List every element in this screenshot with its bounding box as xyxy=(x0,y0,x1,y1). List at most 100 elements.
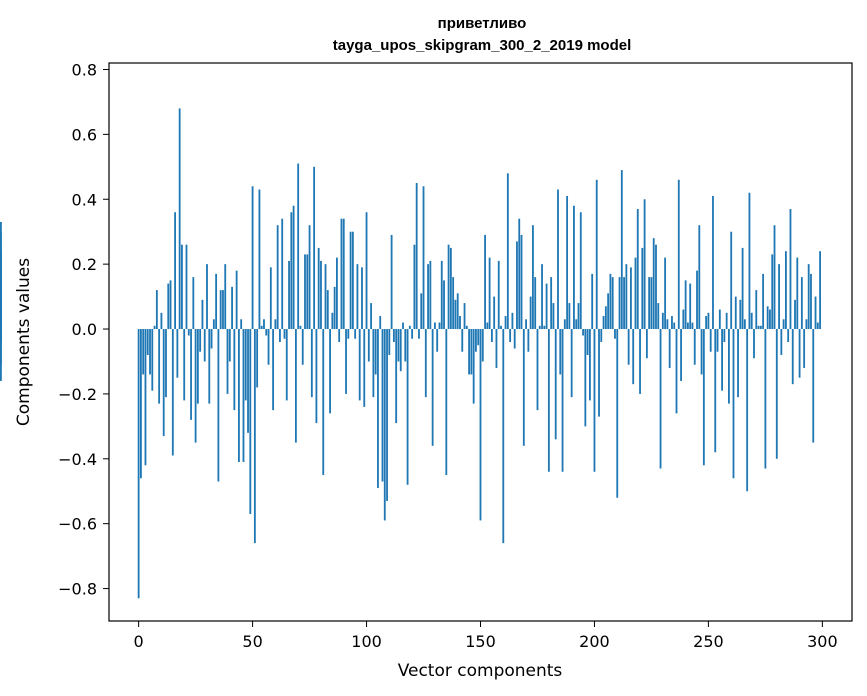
bar-234 xyxy=(671,316,673,330)
bar-147 xyxy=(472,329,475,404)
bar-264 xyxy=(739,299,742,330)
bar-157 xyxy=(495,329,498,368)
bar-194 xyxy=(579,212,582,330)
bar-261 xyxy=(732,329,735,479)
bar-121 xyxy=(413,244,416,330)
bar-244 xyxy=(693,329,696,365)
bar-164 xyxy=(511,312,514,330)
x-axis-label: Vector components xyxy=(398,661,563,681)
x-tick-label: 0 xyxy=(134,632,144,651)
bar-111 xyxy=(390,234,393,330)
bar-32 xyxy=(210,329,213,349)
bar-94 xyxy=(351,231,354,330)
bar-250 xyxy=(707,312,710,330)
bar-284 xyxy=(784,251,787,330)
bar-2 xyxy=(142,329,145,375)
bar-187 xyxy=(563,319,566,330)
bar-221 xyxy=(641,247,644,330)
bar-185 xyxy=(559,329,562,375)
bar-136 xyxy=(447,244,450,330)
bar-130 xyxy=(434,322,436,330)
bar-163 xyxy=(509,329,512,342)
bar-251 xyxy=(709,329,712,352)
bar-90 xyxy=(342,218,345,330)
bar-162 xyxy=(506,173,509,330)
bar-99 xyxy=(363,329,366,407)
bar-271 xyxy=(755,290,758,330)
bar-64 xyxy=(283,329,286,339)
bar-39 xyxy=(226,329,229,394)
chart-subtitle: tayga_upos_skipgram_300_2_2019 model xyxy=(333,37,632,54)
bar-230 xyxy=(661,312,664,330)
y-tick-label: −0.8 xyxy=(58,580,97,599)
bar-279 xyxy=(773,225,776,330)
bar-27 xyxy=(199,329,202,352)
bar-118 xyxy=(406,329,409,485)
bar-259 xyxy=(728,329,730,404)
bar-213 xyxy=(623,277,625,330)
bar-270 xyxy=(753,329,755,359)
bar-126 xyxy=(424,329,427,398)
y-tick-label: 0.4 xyxy=(72,190,97,209)
bar-114 xyxy=(397,329,400,362)
bar-260 xyxy=(730,231,733,330)
y-tick-label: −0.4 xyxy=(58,450,97,469)
bar-74 xyxy=(306,254,309,330)
bar-176 xyxy=(538,325,541,330)
bar-214 xyxy=(625,264,628,330)
bar-151 xyxy=(481,329,484,362)
bar-79 xyxy=(317,247,320,330)
bar-106 xyxy=(379,316,382,330)
bar-76 xyxy=(310,329,313,398)
bar-49 xyxy=(249,329,252,514)
bar-198 xyxy=(588,329,591,401)
bar-177 xyxy=(541,264,543,330)
y-tick-label: 0.8 xyxy=(72,60,97,79)
bar-88 xyxy=(338,329,341,342)
bar-127 xyxy=(427,264,429,330)
bar-119 xyxy=(408,325,411,330)
bar-undefined xyxy=(0,329,2,381)
bar-5 xyxy=(149,329,151,375)
bar-122 xyxy=(415,183,418,330)
bar-57 xyxy=(267,329,270,365)
bar-242 xyxy=(689,283,692,330)
bar-142 xyxy=(461,329,464,352)
bar-6 xyxy=(151,329,154,391)
bar-117 xyxy=(404,329,407,362)
bar-199 xyxy=(591,273,594,330)
bar-153 xyxy=(486,322,489,330)
bar-160 xyxy=(502,329,505,544)
bar-3 xyxy=(144,329,147,466)
bar-155 xyxy=(490,329,493,342)
bar-233 xyxy=(668,329,671,368)
bar-189 xyxy=(568,303,571,330)
y-axis-label: Components values xyxy=(14,258,34,426)
bar-38 xyxy=(224,264,227,330)
bar-218 xyxy=(634,257,637,330)
bar-31 xyxy=(208,329,211,404)
bar-235 xyxy=(673,322,676,330)
y-tick-label: 0.0 xyxy=(72,320,97,339)
bar-281 xyxy=(778,264,780,330)
bar-135 xyxy=(445,329,448,476)
bar-29 xyxy=(203,329,206,362)
bar-19 xyxy=(181,244,183,330)
bar-254 xyxy=(716,329,719,352)
bar-128 xyxy=(429,260,432,330)
bar-202 xyxy=(598,329,600,417)
bar-243 xyxy=(691,322,694,330)
bar-179 xyxy=(545,283,548,330)
bar-291 xyxy=(800,277,803,330)
bar-85 xyxy=(331,312,334,330)
bar-61 xyxy=(276,225,279,330)
bar-161 xyxy=(504,316,507,330)
bar-91 xyxy=(345,329,347,394)
bar-252 xyxy=(712,196,714,330)
bar-11 xyxy=(162,329,165,437)
bar-265 xyxy=(741,247,744,330)
x-axis-ticks: 0 50 100 150 200 250 300 xyxy=(134,621,838,651)
bar-159 xyxy=(500,325,502,330)
bar-65 xyxy=(285,329,288,401)
